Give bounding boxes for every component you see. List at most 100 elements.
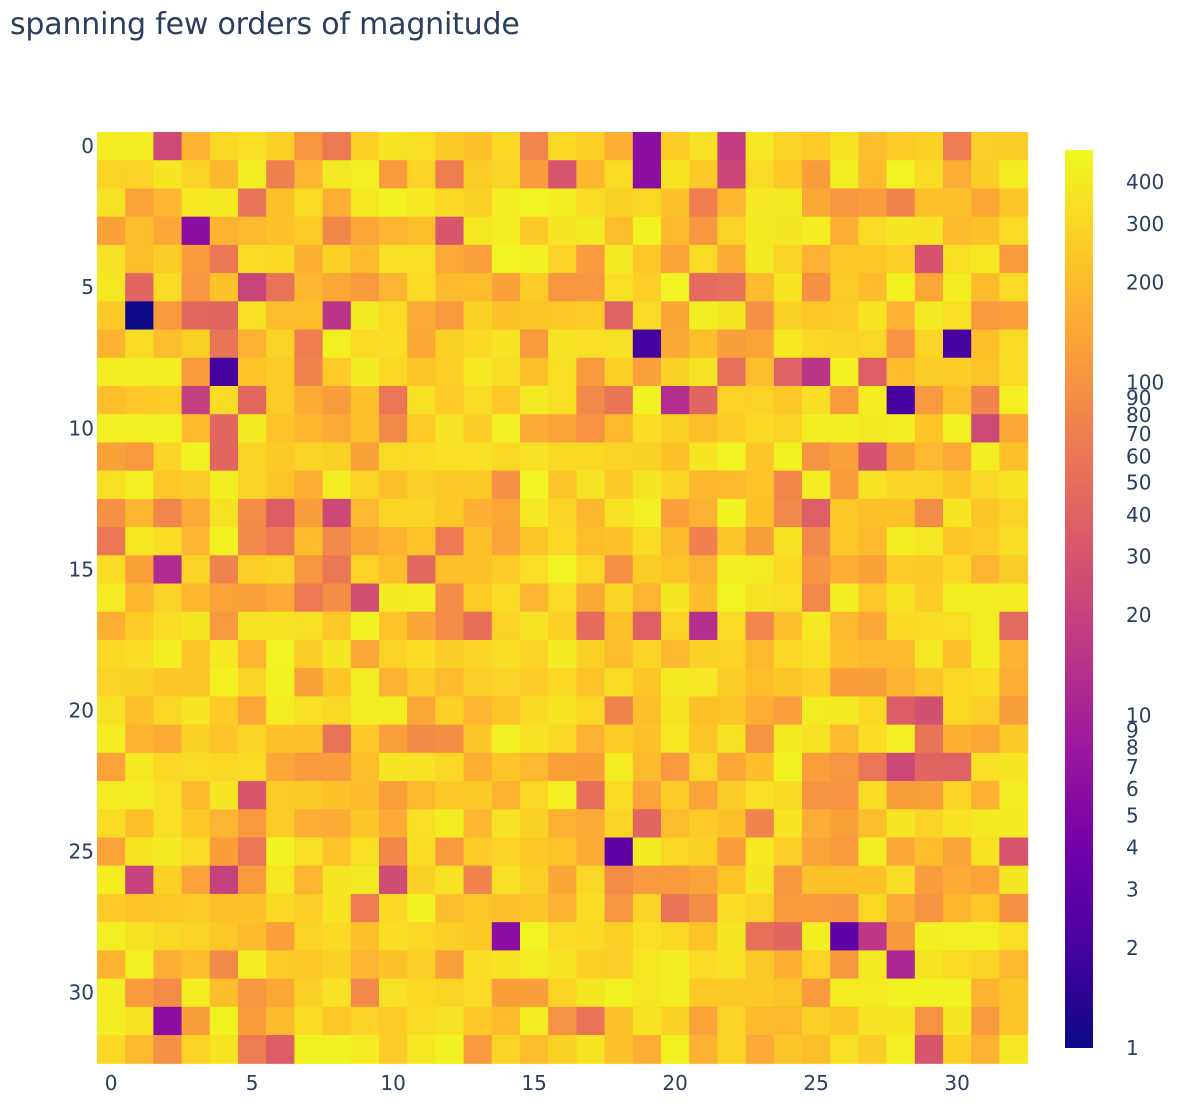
heatmap-cell: [322, 978, 352, 1008]
heatmap-cell: [858, 611, 888, 641]
heatmap-cell: [548, 442, 577, 472]
heatmap-cell: [350, 244, 380, 274]
heatmap-cell: [886, 950, 916, 980]
heatmap-cell: [435, 922, 465, 951]
heatmap-cell: [322, 639, 352, 669]
heatmap-cell: [632, 527, 662, 556]
heatmap-cell: [97, 950, 126, 980]
heatmap-cell: [773, 696, 803, 726]
heatmap-cell: [632, 216, 662, 246]
heatmap-cell: [97, 837, 126, 867]
heatmap-cell: [914, 385, 944, 415]
heatmap-cell: [266, 809, 295, 839]
heatmap-cell: [520, 752, 549, 782]
colorbar-gradient: [1065, 150, 1093, 1048]
heatmap-cell: [999, 385, 1029, 415]
heatmap-cell: [689, 414, 718, 444]
heatmap-cell: [858, 385, 888, 415]
heatmap-cell: [294, 1035, 324, 1064]
heatmap-cell: [971, 865, 1000, 895]
heatmap-cell: [632, 922, 662, 951]
heatmap-cell: [576, 809, 606, 839]
heatmap-cell: [943, 781, 972, 810]
heatmap-cell: [97, 611, 126, 641]
heatmap-cell: [717, 244, 747, 274]
heatmap-cell: [322, 837, 352, 867]
heatmap-cell: [350, 611, 380, 641]
heatmap-cell: [238, 301, 267, 331]
heatmap-cell: [689, 893, 718, 923]
heatmap-cell: [689, 978, 718, 1008]
heatmap-cell: [999, 244, 1029, 274]
heatmap-cell: [576, 950, 606, 980]
heatmap-cell: [632, 639, 662, 669]
heatmap-cell: [576, 188, 606, 218]
heatmap-cell: [604, 809, 634, 839]
heatmap-cell: [999, 442, 1029, 472]
heatmap-cell: [294, 357, 324, 387]
heatmap-cell: [971, 893, 1000, 923]
heatmap-cell: [773, 611, 803, 641]
heatmap-cell: [576, 329, 606, 359]
heatmap-cell: [294, 781, 324, 810]
heatmap-cell: [407, 216, 436, 246]
heatmap-cell: [943, 865, 972, 895]
heatmap-cell: [294, 498, 324, 528]
heatmap-cell: [491, 809, 521, 839]
heatmap-cell: [407, 442, 436, 472]
heatmap-cell: [125, 301, 154, 331]
heatmap-cell: [407, 781, 436, 810]
heatmap-cell: [576, 470, 606, 500]
heatmap-cell: [773, 724, 803, 754]
heatmap-cell: [745, 442, 775, 472]
y-tick-label: 30: [69, 981, 94, 1005]
heatmap-cell: [181, 442, 211, 472]
heatmap-cell: [379, 385, 408, 415]
heatmap-cell: [914, 555, 944, 585]
heatmap-cell: [153, 329, 183, 359]
heatmap-cell: [97, 498, 126, 528]
heatmap-cell: [914, 781, 944, 810]
heatmap-cell: [463, 273, 493, 302]
heatmap-cell: [632, 329, 662, 359]
heatmap-cell: [238, 583, 267, 613]
heatmap-cell: [97, 696, 126, 726]
heatmap-cell: [858, 160, 888, 190]
heatmap-cell: [97, 978, 126, 1008]
heatmap-cell: [773, 752, 803, 782]
heatmap-cell: [886, 978, 916, 1008]
heatmap-cell: [745, 160, 775, 190]
heatmap-cell: [999, 611, 1029, 641]
heatmap-cell: [661, 724, 690, 754]
heatmap-cell: [802, 696, 831, 726]
heatmap-cell: [350, 301, 380, 331]
heatmap-cell: [661, 216, 690, 246]
heatmap-cell: [999, 837, 1029, 867]
heatmap-cell: [943, 216, 972, 246]
heatmap-cell: [745, 668, 775, 697]
heatmap-cell: [604, 244, 634, 274]
heatmap-cell: [632, 668, 662, 697]
heatmap-cell: [773, 244, 803, 274]
heatmap-cell: [717, 781, 747, 810]
heatmap-cell: [886, 498, 916, 528]
heatmap-cell: [999, 752, 1029, 782]
heatmap-cell: [576, 216, 606, 246]
heatmap-cell: [858, 329, 888, 359]
heatmap-cell: [717, 1035, 747, 1064]
heatmap-cell: [717, 357, 747, 387]
heatmap-cell: [350, 583, 380, 613]
heatmap-cell: [209, 611, 239, 641]
heatmap-cell: [350, 865, 380, 895]
colorbar-tick-label: 60: [1126, 444, 1151, 468]
heatmap-cell: [266, 357, 295, 387]
heatmap-cell: [971, 1006, 1000, 1036]
heatmap-cell: [999, 922, 1029, 951]
x-tick-label: 30: [944, 1071, 969, 1095]
heatmap-cell: [520, 301, 549, 331]
heatmap-cell: [576, 273, 606, 302]
heatmap-cell: [576, 414, 606, 444]
heatmap-cell: [125, 555, 154, 585]
heatmap-cell: [689, 1035, 718, 1064]
heatmap-cell: [999, 639, 1029, 669]
